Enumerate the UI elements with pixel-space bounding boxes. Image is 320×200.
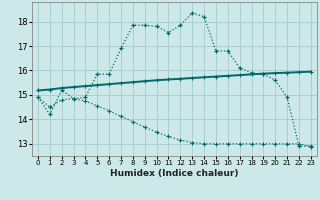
X-axis label: Humidex (Indice chaleur): Humidex (Indice chaleur) — [110, 169, 239, 178]
